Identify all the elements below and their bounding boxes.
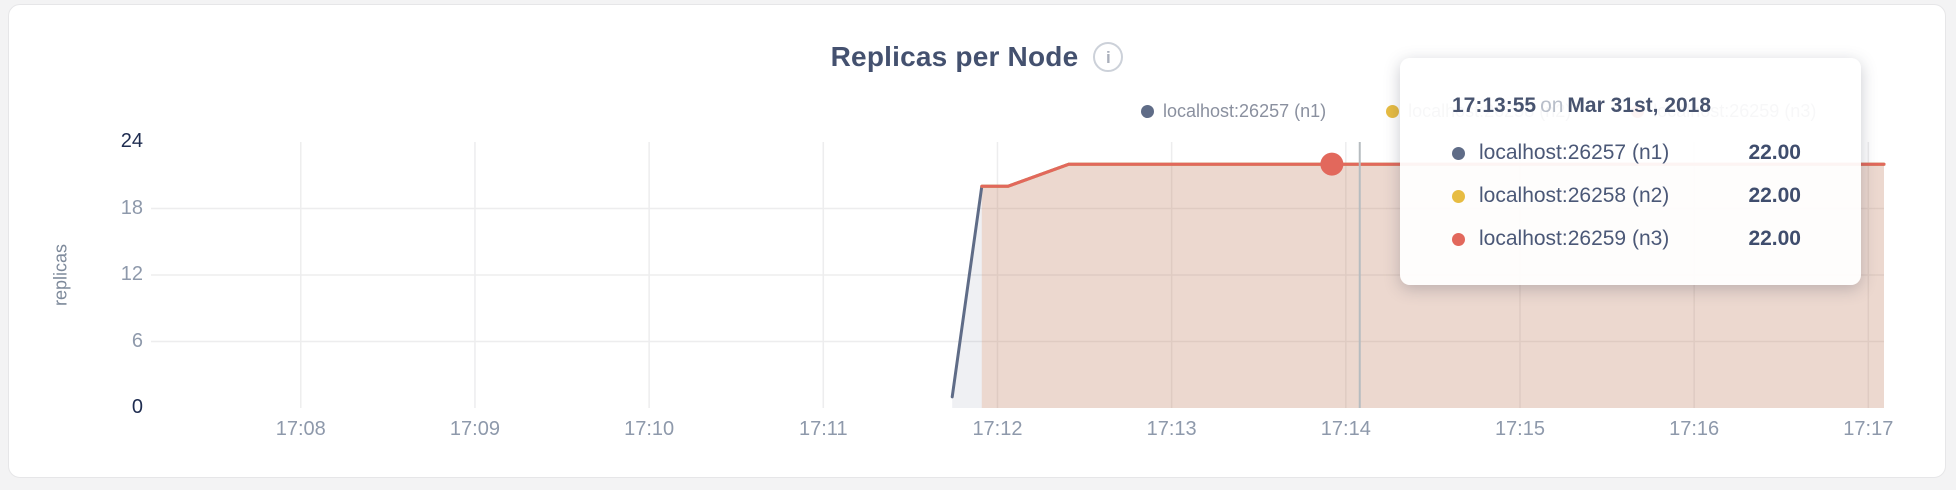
hover-tooltip: 17:13:55 on Mar 31st, 2018 localhost:26257…	[1400, 58, 1861, 285]
legend-dot-icon	[1141, 105, 1154, 118]
x-tick-label: 17:10	[624, 418, 675, 440]
tooltip-connector: on	[1540, 94, 1564, 117]
tooltip-row: localhost:26258 (n2) 22.00	[1452, 175, 1801, 217]
x-tick-label: 17:15	[1494, 418, 1545, 440]
legend-item[interactable]: localhost:26257 (n1)	[1141, 101, 1326, 122]
chart-card: Replicas per Node i replicas 0 6 12 18 24 17…	[8, 4, 1946, 478]
tooltip-series-value: 22.00	[1748, 184, 1801, 207]
x-tick-label: 17:09	[449, 418, 500, 440]
hover-point	[1320, 152, 1344, 176]
tooltip-series-dot-icon	[1452, 146, 1465, 160]
x-tick-label: 17:16	[1669, 418, 1720, 440]
x-tick-label: 17:12	[972, 418, 1023, 440]
y-tick-label: 18	[120, 196, 143, 219]
y-tick-label: 6	[131, 329, 143, 352]
tooltip-time: 17:13:55	[1452, 94, 1537, 117]
x-tick-label: 17:17	[1843, 418, 1894, 440]
info-icon[interactable]: i	[1093, 42, 1124, 72]
tooltip-row: localhost:26259 (n3) 22.00	[1452, 218, 1801, 260]
y-tick-label: 12	[120, 263, 143, 285]
tooltip-series-dot-icon	[1452, 189, 1465, 203]
legend-label: localhost:26257 (n1)	[1163, 101, 1327, 121]
tooltip-rows: localhost:26257 (n1) 22.00 localhost:26258…	[1452, 132, 1801, 260]
tooltip-date: Mar 31st, 2018	[1567, 94, 1712, 117]
y-tick-label: 0	[131, 396, 143, 418]
tooltip-row: localhost:26257 (n1) 22.00	[1452, 132, 1801, 174]
x-tick-label: 17:11	[799, 418, 848, 440]
x-tick-label: 17:13	[1146, 418, 1197, 440]
tooltip-series-label: localhost:26258 (n2)	[1479, 184, 1670, 207]
tooltip-series-value: 22.00	[1748, 141, 1801, 164]
chart-title: Replicas per Node	[830, 41, 1079, 72]
y-tick-label: 24	[120, 130, 143, 152]
x-tick-label: 17:08	[275, 418, 326, 440]
tooltip-series-label: localhost:26257 (n1)	[1479, 141, 1670, 164]
tooltip-series-dot-icon	[1452, 232, 1465, 246]
tooltip-series-label: localhost:26259 (n3)	[1479, 227, 1670, 250]
tooltip-header: 17:13:55 on Mar 31st, 2018	[1452, 94, 1801, 118]
tooltip-series-value: 22.00	[1748, 227, 1801, 250]
x-tick-label: 17:14	[1320, 418, 1371, 440]
legend-dot-icon	[1386, 105, 1400, 118]
chart-header: Replicas per Node i	[9, 41, 1945, 73]
